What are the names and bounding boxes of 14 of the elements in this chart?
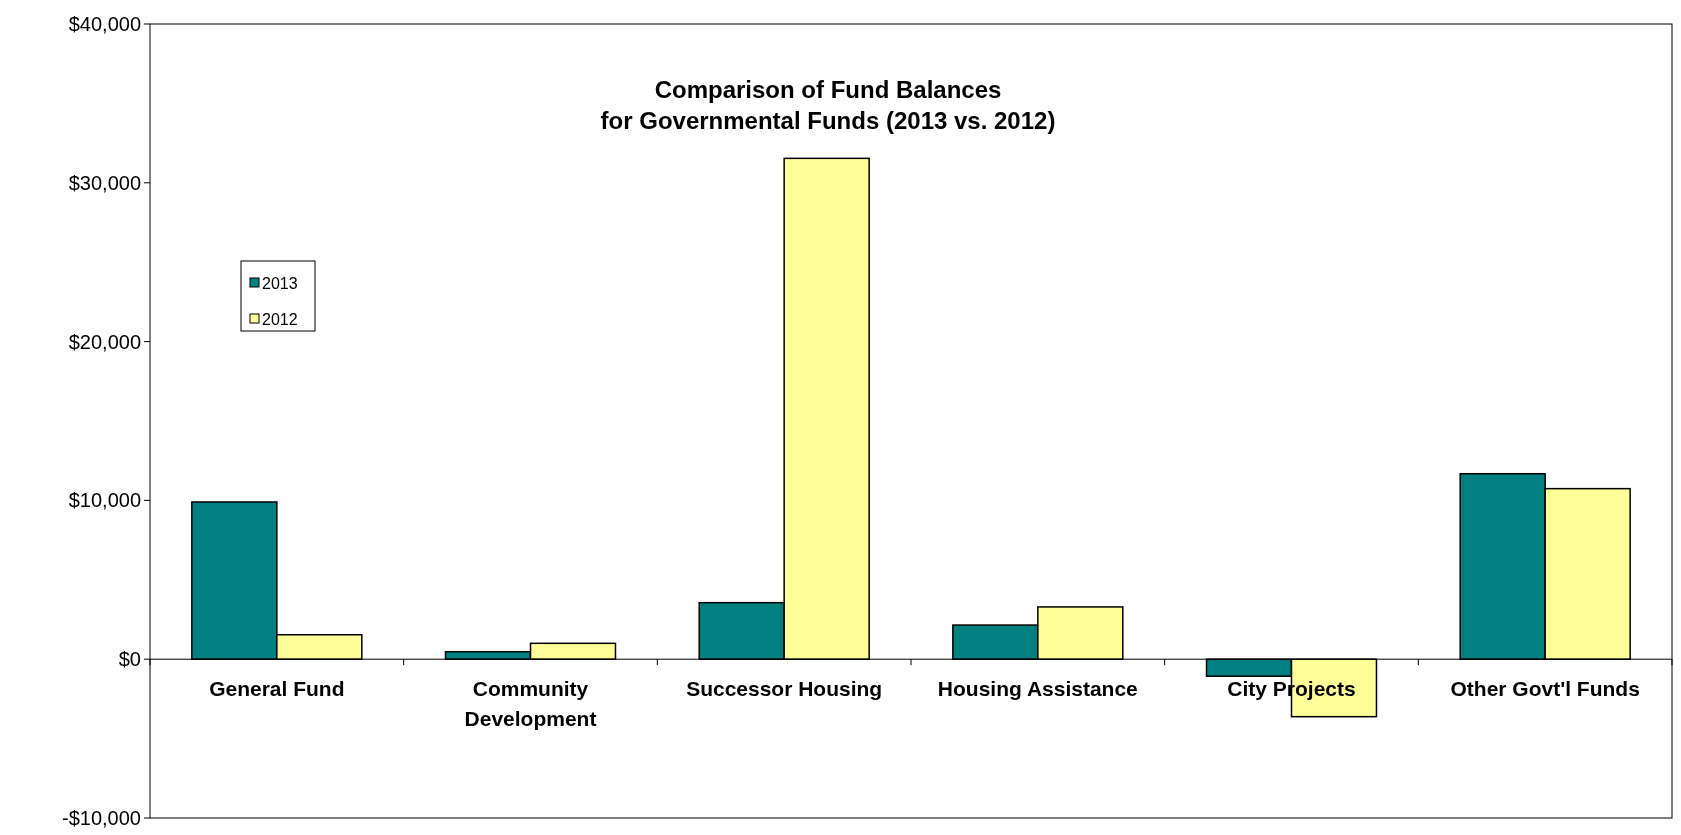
y-tick-label: $40,000: [68, 13, 141, 35]
legend-label: 2013: [262, 274, 298, 292]
y-tick-label: $0: [118, 648, 141, 671]
x-tick-label: Other Govt'l Funds: [1450, 677, 1640, 701]
x-tick-label: Community Development: [464, 677, 597, 731]
y-tick-label: -$10,000: [62, 807, 141, 829]
y-tick-label: $30,000: [68, 171, 141, 194]
y-tick-label: $10,000: [68, 489, 141, 512]
x-tick-label: Housing Assistance: [937, 677, 1138, 701]
legend-label: 2012: [262, 310, 298, 328]
y-tick-label: $20,000: [68, 330, 141, 353]
x-tick-label: Successor Housing: [686, 677, 883, 701]
x-tick-label: General Fund: [209, 677, 345, 701]
text: Comparison of Fund Balances for Governmental Funds (2013 vs. 2012): [600, 76, 1056, 134]
